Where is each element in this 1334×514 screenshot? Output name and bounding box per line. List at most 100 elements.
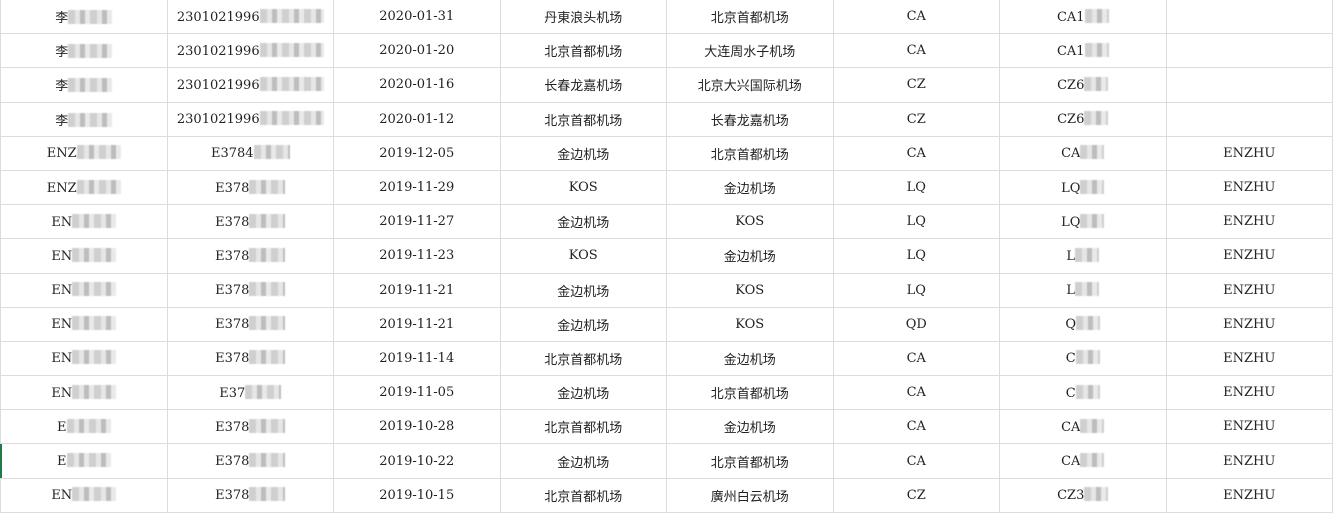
id-cell[interactable]: E378	[166, 443, 334, 479]
date-cell[interactable]: 2019-10-15	[333, 477, 501, 513]
id-cell[interactable]: E3784	[166, 135, 334, 171]
flight-number-cell[interactable]: LQ	[999, 169, 1167, 206]
departure-cell[interactable]: KOS	[499, 238, 667, 274]
date-cell[interactable]: 2019-11-29	[333, 169, 501, 206]
name-cell[interactable]: EN	[0, 477, 168, 513]
arrival-cell[interactable]: 金边机场	[666, 169, 834, 206]
arrival-cell[interactable]: 北京首都机场	[666, 443, 834, 479]
date-cell[interactable]: 2020-01-12	[333, 101, 501, 137]
arrival-cell[interactable]: 廣州白云机场	[666, 477, 834, 513]
flight-number-cell[interactable]: CA1	[999, 33, 1167, 69]
airline-cell[interactable]: CZ	[832, 101, 1000, 137]
arrival-cell[interactable]: 北京大兴国际机场	[666, 67, 834, 103]
id-cell[interactable]: E378	[166, 238, 334, 274]
id-cell[interactable]: E378	[166, 409, 334, 445]
departure-cell[interactable]: 北京首都机场	[499, 340, 667, 377]
date-cell[interactable]: 2019-11-21	[333, 272, 501, 308]
airline-cell[interactable]: CA	[832, 340, 1000, 377]
flight-number-cell[interactable]: CZ3	[999, 477, 1167, 513]
arrival-cell[interactable]: 金边机场	[666, 238, 834, 274]
departure-cell[interactable]: 北京首都机场	[499, 477, 667, 513]
airline-cell[interactable]: CA	[832, 375, 1000, 411]
arrival-cell[interactable]: 金边机场	[666, 409, 834, 445]
id-cell[interactable]: E37	[166, 375, 334, 411]
flight-number-cell[interactable]: CZ6	[999, 67, 1167, 103]
id-cell[interactable]: 2301021996	[166, 67, 334, 103]
flight-number-cell[interactable]: Q	[999, 306, 1167, 342]
date-cell[interactable]: 2020-01-16	[333, 67, 501, 103]
passenger-cell[interactable]: ENZHU	[1165, 477, 1333, 513]
arrival-cell[interactable]: 金边机场	[666, 340, 834, 377]
name-cell[interactable]: 李	[0, 101, 168, 137]
id-cell[interactable]: E378	[166, 272, 334, 308]
passenger-cell[interactable]	[1165, 0, 1333, 35]
arrival-cell[interactable]: 北京首都机场	[666, 0, 834, 35]
passenger-cell[interactable]: ENZHU	[1165, 340, 1333, 377]
arrival-cell[interactable]: 北京首都机场	[666, 135, 834, 171]
name-cell[interactable]: EN	[0, 306, 168, 342]
arrival-cell[interactable]: KOS	[666, 306, 834, 342]
passenger-cell[interactable]: ENZHU	[1165, 169, 1333, 206]
name-cell[interactable]: ENZ	[0, 135, 168, 171]
passenger-cell[interactable]: ENZHU	[1165, 272, 1333, 308]
passenger-cell[interactable]: ENZHU	[1165, 135, 1333, 171]
arrival-cell[interactable]: KOS	[666, 272, 834, 308]
airline-cell[interactable]: CA	[832, 409, 1000, 445]
departure-cell[interactable]: 北京首都机场	[499, 409, 667, 445]
id-cell[interactable]: 2301021996	[166, 33, 334, 69]
airline-cell[interactable]: CA	[832, 443, 1000, 479]
flight-number-cell[interactable]: L	[999, 238, 1167, 274]
passenger-cell[interactable]	[1165, 67, 1333, 103]
id-cell[interactable]: 2301021996	[166, 101, 334, 137]
departure-cell[interactable]: KOS	[499, 169, 667, 206]
id-cell[interactable]: E378	[166, 340, 334, 377]
date-cell[interactable]: 2019-10-28	[333, 409, 501, 445]
arrival-cell[interactable]: KOS	[666, 204, 834, 240]
name-cell[interactable]: EN	[0, 375, 168, 411]
date-cell[interactable]: 2019-11-27	[333, 204, 501, 240]
flight-number-cell[interactable]: C	[999, 375, 1167, 411]
passenger-cell[interactable]: ENZHU	[1165, 375, 1333, 411]
flight-number-cell[interactable]: CZ6	[999, 101, 1167, 137]
flight-number-cell[interactable]: CA	[999, 135, 1167, 171]
name-cell[interactable]: 李	[0, 67, 168, 103]
name-cell[interactable]: EN	[0, 272, 168, 308]
id-cell[interactable]: 2301021996	[166, 0, 334, 35]
airline-cell[interactable]: LQ	[832, 272, 1000, 308]
passenger-cell[interactable]: ENZHU	[1165, 238, 1333, 274]
date-cell[interactable]: 2020-01-20	[333, 33, 501, 69]
id-cell[interactable]: E378	[166, 204, 334, 240]
name-cell[interactable]: E	[0, 443, 168, 479]
airline-cell[interactable]: CZ	[832, 477, 1000, 513]
date-cell[interactable]: 2019-10-22	[333, 443, 501, 479]
date-cell[interactable]: 2019-11-23	[333, 238, 501, 274]
id-cell[interactable]: E378	[166, 306, 334, 342]
flight-number-cell[interactable]: C	[999, 340, 1167, 377]
date-cell[interactable]: 2019-11-14	[333, 340, 501, 377]
departure-cell[interactable]: 金边机场	[499, 306, 667, 342]
name-cell[interactable]: ENZ	[0, 169, 168, 206]
departure-cell[interactable]: 北京首都机场	[499, 101, 667, 137]
flight-number-cell[interactable]: CA	[999, 443, 1167, 479]
passenger-cell[interactable]: ENZHU	[1165, 306, 1333, 342]
departure-cell[interactable]: 长春龙嘉机场	[499, 67, 667, 103]
departure-cell[interactable]: 金边机场	[499, 443, 667, 479]
airline-cell[interactable]: LQ	[832, 238, 1000, 274]
name-cell[interactable]: EN	[0, 204, 168, 240]
airline-cell[interactable]: LQ	[832, 169, 1000, 206]
arrival-cell[interactable]: 大连周水子机场	[666, 33, 834, 69]
passenger-cell[interactable]: ENZHU	[1165, 409, 1333, 445]
airline-cell[interactable]: LQ	[832, 204, 1000, 240]
departure-cell[interactable]: 金边机场	[499, 375, 667, 411]
name-cell[interactable]: 李	[0, 0, 168, 35]
airline-cell[interactable]: CZ	[832, 67, 1000, 103]
departure-cell[interactable]: 丹東浪头机场	[499, 0, 667, 35]
airline-cell[interactable]: CA	[832, 33, 1000, 69]
passenger-cell[interactable]	[1165, 101, 1333, 137]
date-cell[interactable]: 2019-11-21	[333, 306, 501, 342]
name-cell[interactable]: EN	[0, 340, 168, 377]
date-cell[interactable]: 2019-11-05	[333, 375, 501, 411]
arrival-cell[interactable]: 北京首都机场	[666, 375, 834, 411]
passenger-cell[interactable]: ENZHU	[1165, 204, 1333, 240]
departure-cell[interactable]: 金边机场	[499, 204, 667, 240]
